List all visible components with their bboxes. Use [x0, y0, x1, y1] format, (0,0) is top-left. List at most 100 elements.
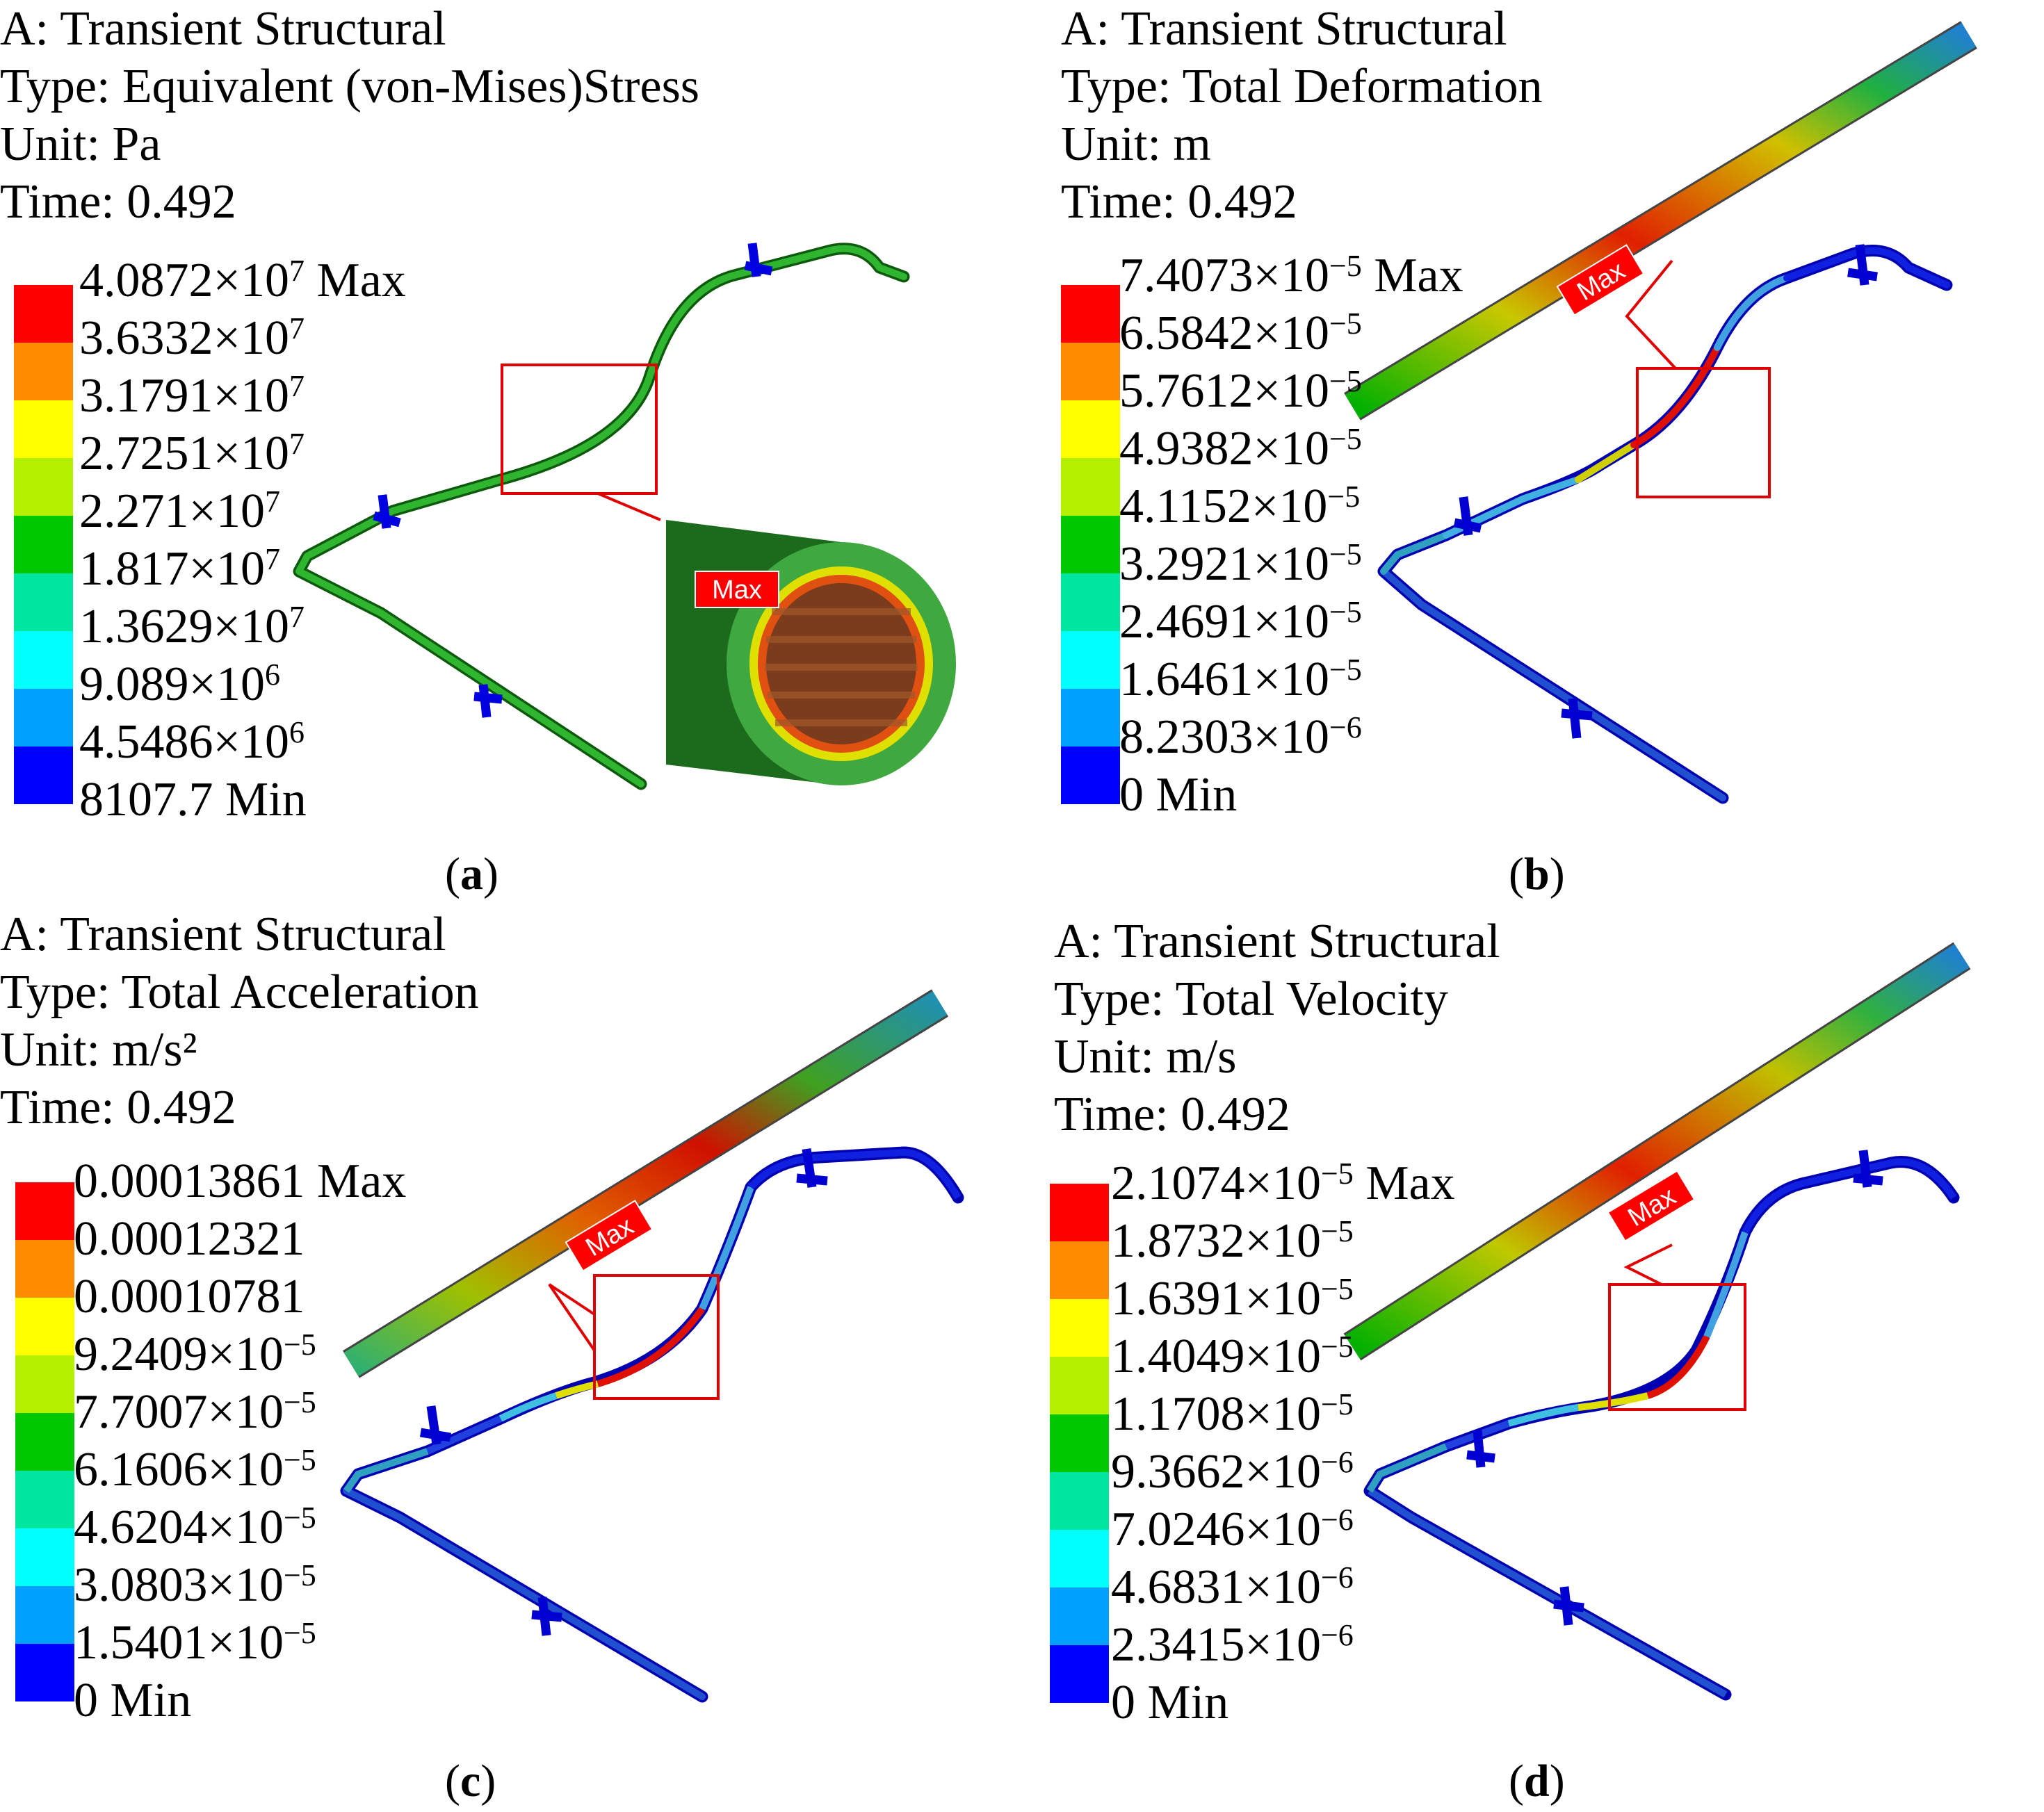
legend-value: 0.00010781: [74, 1268, 406, 1325]
legend-swatch: [1050, 1184, 1109, 1241]
legend-value-exponent: −5: [1329, 537, 1362, 571]
result-type: Type: Equivalent (von-Mises)Stress: [0, 60, 700, 113]
legend-value: 0 Min: [1111, 1674, 1455, 1731]
analysis-title: A: Transient Structural: [1054, 915, 1500, 968]
legend-swatch: [15, 1240, 74, 1298]
legend-swatch: [1061, 516, 1120, 573]
legend-value: 7.7007×10−5: [74, 1383, 406, 1441]
panel-header: A: Transient Structural Type: Total Velo…: [1054, 913, 1500, 1143]
pipe-magnified-segment: [342, 989, 949, 1378]
legend-value-base: 5.7612×10: [1119, 364, 1329, 418]
legend-swatch: [1050, 1299, 1109, 1357]
legend-value-base: 4.6204×10: [74, 1501, 284, 1554]
legend-value: 7.4073×10−5 Max: [1119, 247, 1463, 304]
pipe-model: [1377, 244, 1953, 804]
legend-value: 7.0246×10−6: [1111, 1501, 1455, 1558]
legend-swatch: [1050, 1241, 1109, 1299]
zoom-region-box: [1636, 367, 1771, 498]
legend-value: 4.6831×10−6: [1111, 1558, 1455, 1616]
panel-a: A: Transient Structural Type: Equivalent…: [0, 0, 1022, 906]
legend-value-tag: Max: [304, 254, 406, 307]
pipe-body: [295, 245, 907, 787]
legend-value-base: 3.6332×10: [79, 311, 289, 365]
max-marker: Max: [695, 571, 779, 608]
legend-swatch: [1061, 458, 1120, 516]
panel-b: Max A: Transient Structural Type: Total …: [1022, 0, 2044, 906]
legend-value-base: 1.8732×10: [1111, 1214, 1321, 1268]
legend-value: 1.817×107: [79, 540, 406, 598]
legend-swatch: [1061, 689, 1120, 746]
legend-value: 9.089×106: [79, 655, 406, 713]
legend-value: 3.0803×10−5: [74, 1556, 406, 1614]
legend-value-exponent: 7: [289, 600, 305, 634]
legend-value: 4.9382×10−5: [1119, 420, 1463, 478]
legend-value: 1.6391×10−5: [1111, 1270, 1455, 1328]
legend-value-exponent: −5: [283, 1501, 316, 1535]
legend-value-base: 3.1791×10: [79, 369, 289, 423]
zoom-callout-line: [560, 492, 661, 521]
analysis-title: A: Transient Structural: [0, 908, 446, 961]
legend-value: 0.00013861 Max: [74, 1152, 406, 1210]
legend-value-exponent: −5: [1320, 1157, 1354, 1191]
legend-value-base: 7.4073×10: [1119, 249, 1329, 302]
legend-swatch: [14, 516, 73, 573]
legend-values: 2.1074×10−5 Max 1.8732×10−5 1.6391×10−5 1.4…: [1111, 1154, 1455, 1731]
legend-value-tag: Min: [213, 773, 307, 826]
legend-value-base: 4.5486×10: [79, 715, 289, 769]
legend-swatch: [1061, 343, 1120, 400]
legend-value-base: 3.0803×10: [74, 1558, 284, 1612]
zoom-callout-line: [548, 1283, 596, 1352]
legend-swatch: [14, 400, 73, 458]
legend-value-base: 0: [1119, 768, 1144, 822]
legend-value: 2.271×107: [79, 482, 406, 540]
legend-value-exponent: −6: [1320, 1560, 1354, 1594]
legend-value-tag: Max: [1361, 249, 1463, 302]
legend-swatch: [1061, 631, 1120, 689]
legend-swatch: [1061, 573, 1120, 631]
legend-value-exponent: −5: [1327, 480, 1361, 514]
legend-swatch: [15, 1413, 74, 1471]
legend-values: 7.4073×10−5 Max 6.5842×10−5 5.7612×10−5 4.9…: [1119, 247, 1463, 824]
legend-swatch: [1061, 400, 1120, 458]
panel-header: A: Transient Structural Type: Total Acce…: [0, 906, 479, 1136]
legend-value-base: 8.2303×10: [1119, 710, 1329, 764]
legend-swatch: [15, 1471, 74, 1528]
color-legend: [1050, 1184, 1109, 1703]
legend-value-base: 4.0872×10: [79, 254, 289, 307]
legend-swatch: [14, 631, 73, 689]
result-unit: Unit: m: [1061, 117, 1211, 171]
legend-value: 5.7612×10−5: [1119, 362, 1463, 420]
legend-swatch: [14, 458, 73, 516]
legend-value: 1.6461×10−5: [1119, 651, 1463, 708]
legend-value-base: 6.1606×10: [74, 1443, 284, 1496]
legend-value-exponent: 6: [289, 715, 305, 749]
analysis-title: A: Transient Structural: [1061, 2, 1507, 56]
zoom-region-box: [593, 1274, 720, 1400]
zoom-region-box: [1608, 1283, 1746, 1411]
legend-value-base: 2.1074×10: [1111, 1157, 1321, 1210]
legend-value-exponent: −5: [1329, 595, 1362, 629]
legend-value-base: 0: [74, 1674, 98, 1727]
legend-value-base: 2.7251×10: [79, 427, 289, 480]
legend-value-exponent: 7: [264, 542, 280, 576]
color-legend: [1061, 285, 1120, 804]
result-time: Time: 0.492: [1054, 1088, 1290, 1141]
legend-value-exponent: −5: [1320, 1330, 1354, 1364]
pipe-model: [293, 243, 910, 790]
legend-value: 2.1074×10−5 Max: [1111, 1154, 1455, 1212]
legend-swatch: [15, 1528, 74, 1586]
legend-value: 3.2921×10−5: [1119, 535, 1463, 593]
panel-caption: (a): [445, 849, 498, 899]
pipe-model: [1363, 1150, 1960, 1701]
pipe-model-view: Max: [293, 243, 956, 794]
pipe-model: [340, 1146, 964, 1703]
legend-value: 0 Min: [74, 1672, 406, 1729]
legend-value-base: 3.2921×10: [1119, 537, 1329, 591]
legend-value-exponent: −6: [1320, 1445, 1354, 1479]
legend-swatch: [15, 1355, 74, 1413]
legend-value-exponent: −6: [1320, 1503, 1354, 1537]
legend-value: 9.2409×10−5: [74, 1325, 406, 1383]
legend-value-exponent: −5: [1329, 307, 1362, 341]
panel-caption: (c): [445, 1756, 496, 1806]
legend-value-base: 0.00013861: [74, 1154, 305, 1208]
